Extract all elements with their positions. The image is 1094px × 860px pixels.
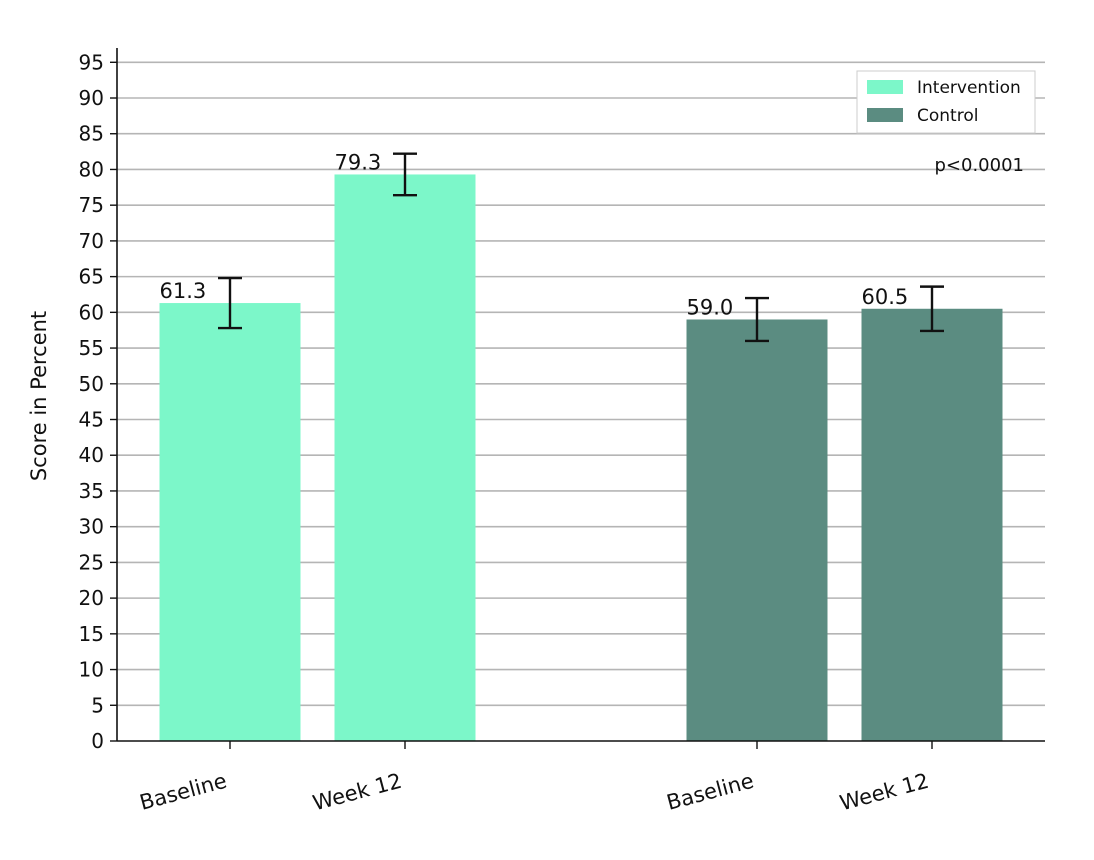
y-tick-label: 55 (79, 336, 104, 360)
axes (110, 48, 1045, 749)
y-tick-label: 75 (79, 193, 104, 217)
y-tick-label: 50 (79, 372, 104, 396)
x-tick-label: Baseline (664, 769, 756, 815)
y-tick-label: 65 (79, 265, 104, 289)
x-tick-label: Week 12 (310, 769, 404, 816)
legend-swatch-control (867, 108, 903, 122)
data-label: 59.0 (687, 295, 734, 319)
bars (159, 174, 1003, 741)
y-tick-label: 85 (79, 122, 104, 146)
bar-control-week-12 (861, 308, 1003, 741)
y-tick-label: 45 (79, 408, 104, 432)
bar-intervention-baseline (159, 303, 301, 741)
x-tick-label: Week 12 (837, 769, 931, 816)
legend-label-intervention: Intervention (917, 78, 1021, 98)
y-axis-title: Score in Percent (27, 311, 51, 481)
y-tick-label: 70 (79, 229, 104, 253)
data-label: 61.3 (160, 279, 207, 303)
y-tick-label: 60 (79, 300, 104, 324)
y-tick-label: 10 (79, 658, 104, 682)
y-tick-label: 80 (79, 157, 104, 181)
data-label: 79.3 (335, 150, 382, 174)
y-tick-label: 0 (91, 729, 104, 753)
legend-swatch-intervention (867, 80, 903, 94)
legend: Intervention Control (856, 70, 1036, 134)
y-tick-label: 95 (79, 50, 104, 74)
p-value-annotation: p<0.0001 (935, 155, 1025, 176)
bar-control-baseline (686, 319, 828, 741)
y-tick-label: 25 (79, 550, 104, 574)
y-tick-label: 35 (79, 479, 104, 503)
data-label: 60.5 (862, 285, 909, 309)
y-tick-label: 5 (91, 693, 104, 717)
x-tick-label: Baseline (137, 769, 229, 815)
bar-intervention-week-12 (334, 174, 476, 741)
error-bars (218, 152, 944, 343)
y-tick-label: 30 (79, 515, 104, 539)
y-tick-label: 40 (79, 443, 104, 467)
y-tick-label: 90 (79, 86, 104, 110)
y-tick-label: 15 (79, 622, 104, 646)
y-tick-label: 20 (79, 586, 104, 610)
legend-label-control: Control (917, 106, 978, 126)
